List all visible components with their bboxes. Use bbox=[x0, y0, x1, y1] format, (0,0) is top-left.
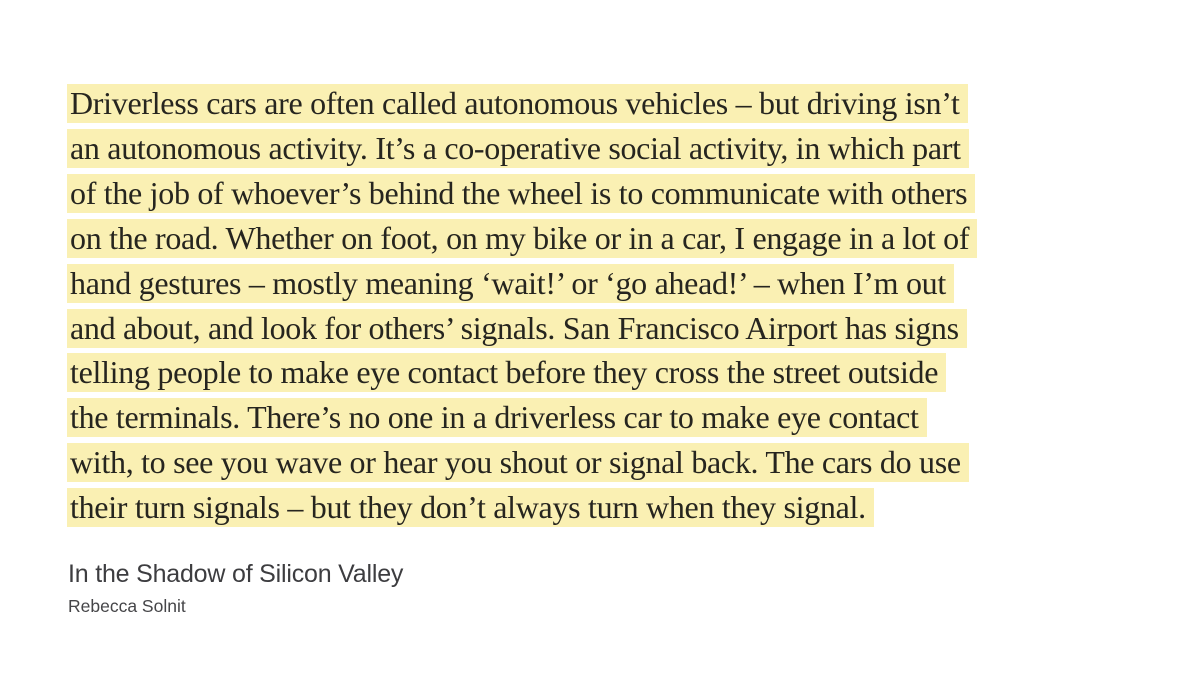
quote-line: telling people to make eye contact befor… bbox=[67, 350, 977, 395]
quote-line: and about, and look for others’ signals.… bbox=[67, 306, 977, 351]
highlighted-text: the terminals. There’s no one in a drive… bbox=[67, 398, 927, 438]
source-author: Rebecca Solnit bbox=[68, 596, 186, 616]
highlighted-text: telling people to make eye contact befor… bbox=[67, 353, 947, 393]
quote-line: on the road. Whether on foot, on my bike… bbox=[67, 216, 978, 261]
quote-line: the terminals. There’s no one in a drive… bbox=[67, 395, 977, 440]
highlighted-text: Driverless cars are often called autonom… bbox=[67, 84, 968, 123]
quote-line: Driverless cars are often called autonom… bbox=[67, 81, 977, 126]
highlighted-text: and about, and look for others’ signals.… bbox=[67, 308, 967, 348]
quote-line: of the job of whoever’s behind the wheel… bbox=[67, 171, 977, 216]
quote-block: Driverless cars are often called autonom… bbox=[67, 81, 978, 530]
source-title: In the Shadow of Silicon Valley bbox=[68, 560, 404, 588]
highlighted-text: of the job of whoever’s behind the wheel… bbox=[67, 173, 976, 213]
attribution: In the Shadow of Silicon Valley Rebecca … bbox=[68, 560, 403, 617]
quote-line: an autonomous activity. It’s a co-operat… bbox=[67, 126, 977, 171]
quote-line: hand gestures – mostly meaning ‘wait!’ o… bbox=[67, 261, 977, 306]
quote-line: their turn signals – but they don’t alwa… bbox=[67, 485, 977, 530]
quote-line: with, to see you wave or hear you shout … bbox=[67, 440, 977, 485]
highlighted-text: their turn signals – but they don’t alwa… bbox=[67, 488, 874, 528]
highlighted-text: an autonomous activity. It’s a co-operat… bbox=[67, 128, 969, 168]
highlighted-text: with, to see you wave or hear you shout … bbox=[67, 443, 969, 483]
highlighted-text: on the road. Whether on foot, on my bike… bbox=[67, 218, 978, 258]
highlighted-text: hand gestures – mostly meaning ‘wait!’ o… bbox=[67, 263, 954, 303]
